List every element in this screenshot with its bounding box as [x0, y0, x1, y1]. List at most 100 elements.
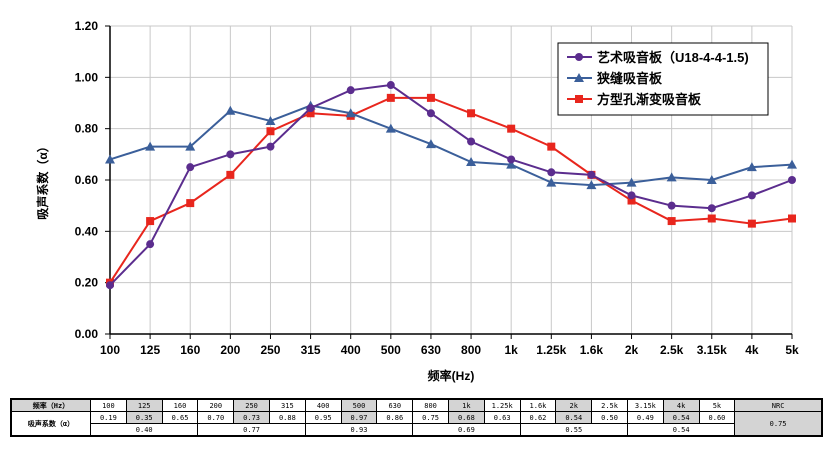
data-point — [345, 108, 356, 118]
data-point — [306, 109, 315, 118]
x-tick-label: 1.6k — [580, 343, 604, 357]
legend-marker — [574, 73, 584, 82]
legend-label: 狭缝吸音板 — [596, 71, 663, 86]
data-point — [627, 191, 636, 200]
y-tick-label: 1.00 — [75, 70, 99, 84]
data-point — [707, 204, 716, 213]
y-tick-label: 1.20 — [75, 19, 99, 33]
coef-label: 吸声系数（α） — [10, 411, 91, 437]
x-axis-label: 频率(Hz) — [428, 368, 475, 383]
data-point — [146, 240, 155, 249]
value-cell: 0.73 — [233, 411, 270, 424]
data-point — [586, 180, 597, 190]
value-cell: 0.88 — [268, 411, 306, 424]
x-tick-label: 1k — [504, 343, 518, 357]
data-point — [587, 170, 596, 179]
freq-cell: 4k — [662, 398, 700, 412]
freq-cell: 2.5k — [591, 398, 628, 412]
value-cell: 0.97 — [340, 411, 378, 424]
data-point — [547, 142, 556, 151]
x-tick-label: 160 — [180, 343, 200, 357]
data-point — [186, 199, 195, 208]
value-cell: 0.54 — [555, 411, 593, 424]
freq-cell: 250 — [233, 398, 270, 412]
freq-cell: 800 — [412, 398, 449, 412]
data-point — [747, 219, 756, 228]
data-point — [385, 123, 396, 133]
data-point — [706, 175, 717, 184]
data-table: 频率（Hz） 100 125 160 200 250 315 400 500 630 800 1k 1.… — [10, 398, 823, 437]
data-point — [467, 137, 476, 146]
data-point — [467, 109, 476, 118]
data-point — [787, 159, 797, 169]
data-point — [746, 162, 757, 172]
data-point — [507, 124, 516, 133]
data-point — [266, 127, 275, 136]
group-average-cell: 0.77 — [197, 423, 306, 437]
data-point — [667, 201, 676, 210]
freq-cell: 200 — [197, 398, 235, 412]
series-line — [109, 96, 793, 284]
x-tick-label: 630 — [421, 343, 441, 357]
value-cell: 0.60 — [698, 411, 736, 424]
y-tick-label: 0.60 — [75, 173, 99, 187]
data-point — [547, 168, 556, 177]
value-cell: 0.50 — [591, 411, 628, 424]
x-tick-label: 800 — [461, 343, 481, 357]
x-tick-label: 3.15k — [697, 343, 727, 357]
data-point — [186, 163, 195, 172]
freq-cell: 5k — [698, 398, 736, 412]
data-point — [426, 109, 435, 118]
data-point — [626, 177, 637, 187]
value-cell: 0.68 — [447, 411, 485, 424]
x-tick-label: 100 — [100, 343, 120, 357]
data-point — [627, 196, 636, 205]
data-point — [146, 217, 155, 226]
data-point — [266, 142, 275, 151]
freq-cell: 3.15k — [626, 398, 664, 412]
data-point — [105, 154, 115, 164]
y-tick-label: 0.20 — [75, 276, 99, 290]
data-point — [386, 93, 395, 102]
data-point — [145, 141, 156, 151]
series-square — [106, 93, 796, 287]
value-cell: 0.35 — [125, 411, 163, 424]
group-average-cell: 0.69 — [412, 423, 521, 437]
value-cell: 0.86 — [376, 411, 414, 424]
freq-cell: 1k — [447, 398, 485, 412]
x-tick-label: 125 — [140, 343, 160, 357]
value-cell: 0.19 — [90, 411, 127, 424]
data-point — [265, 115, 276, 125]
group-average-cell: 0.54 — [626, 423, 736, 437]
data-point — [386, 81, 395, 90]
data-point — [507, 155, 516, 164]
series-circle — [106, 81, 796, 290]
nrc-value: 0.75 — [734, 411, 823, 437]
data-point — [225, 105, 236, 115]
x-tick-label: 2k — [625, 343, 639, 357]
data-point — [546, 177, 557, 187]
value-cell: 0.49 — [626, 411, 664, 424]
data-point — [747, 191, 756, 200]
x-tick-label: 200 — [220, 343, 240, 357]
x-tick-label: 400 — [341, 343, 361, 357]
y-tick-label: 0.00 — [75, 327, 99, 341]
data-point — [425, 139, 436, 149]
series-line — [109, 83, 793, 286]
freq-cell: 630 — [376, 398, 414, 412]
freq-cell: 500 — [340, 398, 378, 412]
data-point — [707, 214, 716, 223]
data-point — [226, 170, 235, 179]
legend-marker — [575, 95, 583, 103]
x-tick-label: 4k — [745, 343, 759, 357]
data-point — [106, 281, 114, 290]
x-tick-label: 1.25k — [536, 343, 566, 357]
value-cell: 0.63 — [483, 411, 521, 424]
data-point — [426, 93, 435, 102]
freq-label: 频率（Hz） — [10, 398, 91, 412]
value-cell: 0.75 — [412, 411, 449, 424]
data-point — [506, 159, 517, 169]
y-tick-label: 0.80 — [75, 122, 99, 136]
freq-cell: 125 — [125, 398, 163, 412]
